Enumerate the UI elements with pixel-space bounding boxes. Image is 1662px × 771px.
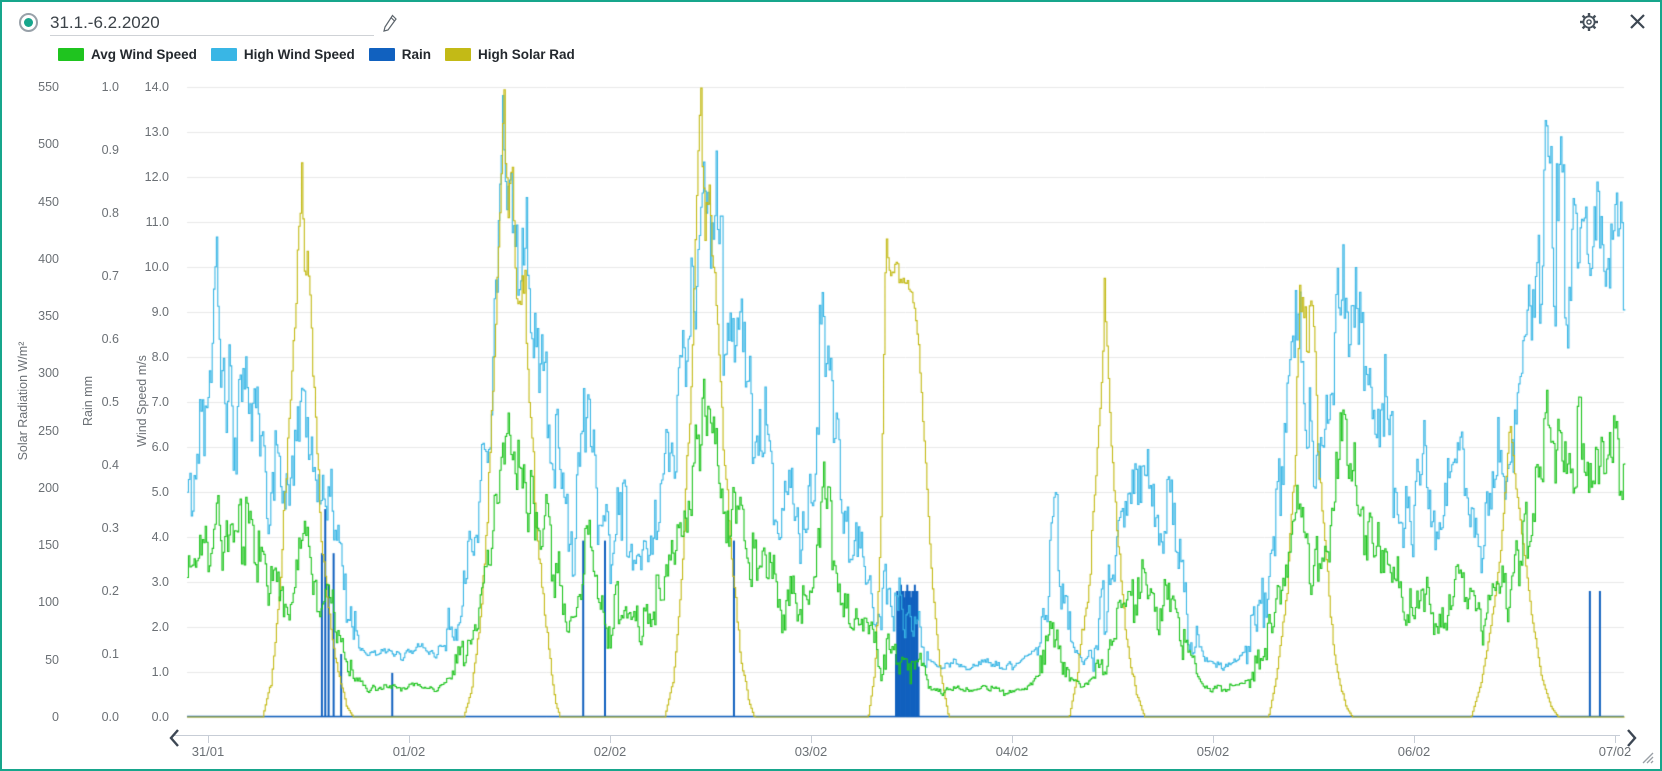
x-axis-tick: [1414, 735, 1415, 743]
x-axis-tick: [208, 735, 209, 743]
legend-item-rain[interactable]: Rain: [368, 47, 432, 62]
solar-axis-tick: 350: [38, 309, 59, 324]
solar-axis-tick: 100: [38, 595, 59, 610]
wind-axis-tick: 14.0: [144, 80, 169, 94]
x-axis-label: 07/02: [1598, 744, 1632, 759]
wind-axis-tick: 0.0: [151, 710, 169, 724]
legend-label: Rain: [401, 47, 432, 62]
close-icon[interactable]: [1629, 13, 1646, 30]
x-axis-label: 04/02: [995, 744, 1029, 759]
x-axis-line: [172, 735, 1620, 736]
wind-axis-tick: 5.0: [151, 485, 169, 499]
solar-axis-tick: 550: [38, 80, 59, 94]
wind-axis-tick: 10.0: [144, 260, 169, 274]
legend-label: High Solar Rad: [478, 47, 575, 62]
wind-axis-tick: 2.0: [151, 620, 169, 634]
rain-axis-tick: 0.9: [101, 143, 119, 157]
settings-gear-icon[interactable]: [1579, 12, 1599, 32]
wind-axis-tick: 9.0: [151, 305, 169, 319]
solar-axis-tick: 300: [38, 366, 59, 381]
rain-axis-tick: 0.4: [101, 458, 119, 472]
legend: Avg Wind Speed High Wind Speed Rain High…: [58, 47, 575, 62]
wind-axis-tick: 4.0: [151, 530, 169, 544]
solar-axis-tick: 50: [45, 652, 59, 667]
high-solar-rad-swatch: [445, 48, 472, 61]
solar-axis-tick: 250: [38, 423, 59, 438]
legend-item-high-solar-rad[interactable]: High Solar Rad: [445, 47, 575, 62]
rain-axis-tick: 0.2: [101, 584, 119, 598]
rain-swatch: [368, 48, 395, 61]
record-state-icon[interactable]: [19, 13, 38, 32]
legend-item-avg-wind-speed[interactable]: Avg Wind Speed: [58, 47, 197, 62]
scroll-left-chevron-icon[interactable]: [167, 728, 181, 748]
x-axis-tick: [811, 735, 812, 743]
x-axis-tick: [1213, 735, 1214, 743]
solar-axis-tick: 200: [38, 480, 59, 495]
legend-label: Avg Wind Speed: [91, 47, 197, 62]
x-axis-tick: [610, 735, 611, 743]
rain-axis-tick: 0.3: [101, 521, 119, 535]
solar-axis-tick: 150: [38, 538, 59, 553]
wind-axis-tick: 1.0: [151, 665, 169, 679]
wind-axis-tick: 11.0: [145, 215, 169, 229]
rain-axis-tick: 0.5: [101, 395, 119, 409]
resize-handle-icon[interactable]: [1640, 750, 1654, 764]
wind-axis-tick: 3.0: [151, 575, 169, 589]
wind-axis-tick: 13.0: [144, 125, 169, 139]
chart-title-field[interactable]: 31.1.-6.2.2020: [50, 11, 374, 36]
rain-axis-tick: 0.0: [101, 710, 119, 724]
edit-pencil-icon[interactable]: [381, 13, 399, 33]
rain-axis-tick: 1.0: [101, 80, 119, 94]
solar-axis-tick: 500: [38, 137, 59, 152]
x-axis-label: 01/02: [392, 744, 426, 759]
wind-axis-tick: 6.0: [151, 440, 169, 454]
wind-axis-tick: 8.0: [151, 350, 169, 364]
x-axis-label: 02/02: [593, 744, 627, 759]
rain-axis-tick: 0.6: [101, 332, 119, 346]
solar-axis-tick: 400: [38, 251, 59, 266]
x-axis-label: 31/01: [191, 744, 225, 759]
record-state-dot: [24, 18, 33, 27]
x-axis-label: 03/02: [794, 744, 828, 759]
solar-axis-tick: 450: [38, 194, 59, 209]
rain-axis-tick: 0.1: [101, 647, 119, 661]
avg-wind-speed-swatch: [58, 48, 84, 61]
solar-axis-tick: 0: [52, 710, 59, 724]
x-axis-tick: [1012, 735, 1013, 743]
x-axis-tick: [409, 735, 410, 743]
x-axis-tick: [1615, 735, 1616, 743]
x-axis-label: 06/02: [1397, 744, 1431, 759]
high-wind-speed-swatch: [210, 48, 237, 61]
wind-axis-tick: 12.0: [144, 170, 169, 184]
wind-axis-tick: 7.0: [151, 395, 169, 409]
rain-axis-tick: 0.7: [101, 269, 119, 283]
legend-item-high-wind-speed[interactable]: High Wind Speed: [210, 47, 355, 62]
rain-axis-tick: 0.8: [101, 206, 119, 220]
legend-label: High Wind Speed: [243, 47, 355, 62]
scroll-right-chevron-icon[interactable]: [1625, 728, 1639, 748]
x-axis-label: 05/02: [1196, 744, 1230, 759]
